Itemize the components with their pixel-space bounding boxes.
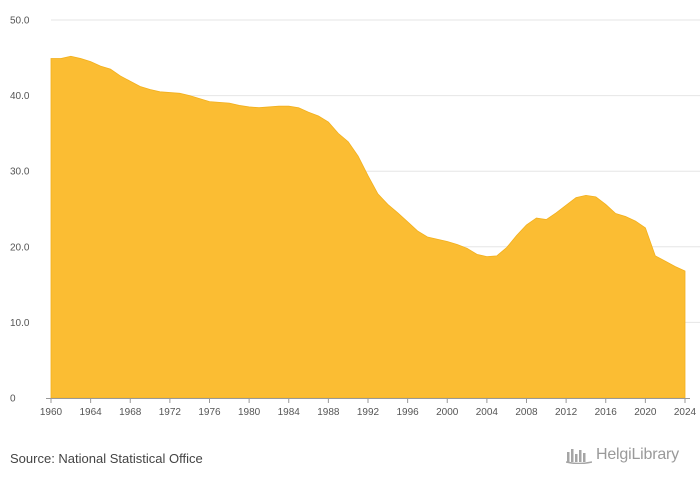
x-tick-label: 1972 bbox=[159, 407, 182, 418]
y-tick-label: 0 bbox=[10, 394, 16, 405]
y-tick-label: 20.0 bbox=[10, 242, 30, 253]
x-tick-label: 2008 bbox=[515, 407, 538, 418]
x-tick-label: 2004 bbox=[476, 407, 499, 418]
x-tick-label: 1968 bbox=[119, 407, 142, 418]
x-tick-label: 2000 bbox=[436, 407, 459, 418]
area-chart: 010.020.030.040.050.0 1960 1964 1968 1972 19… bbox=[10, 16, 700, 418]
x-tick-label: 1980 bbox=[238, 407, 261, 418]
x-tick-label: 1996 bbox=[397, 407, 420, 418]
x-axis-tick-labels: 1960 1964 1968 1972 1976 1980 1984 1988 1992 1996… bbox=[40, 407, 697, 418]
y-tick-label: 40.0 bbox=[10, 91, 30, 102]
x-tick-label: 1984 bbox=[278, 407, 301, 418]
helgi-library-logo[interactable]: HelgiLibrary bbox=[566, 446, 679, 464]
x-tick-label: 2024 bbox=[674, 407, 697, 418]
x-tick-label: 2012 bbox=[555, 407, 578, 418]
x-tick-label: 1992 bbox=[357, 407, 380, 418]
x-tick-label: 1988 bbox=[317, 407, 340, 418]
axes bbox=[46, 398, 690, 403]
x-tick-label: 2016 bbox=[595, 407, 618, 418]
x-tick-label: 1960 bbox=[40, 407, 63, 418]
x-tick-label: 1964 bbox=[80, 407, 103, 418]
x-tick-label: 1976 bbox=[198, 407, 221, 418]
y-tick-label: 30.0 bbox=[10, 167, 30, 178]
x-tick-label: 2020 bbox=[634, 407, 657, 418]
y-tick-label: 10.0 bbox=[10, 318, 30, 329]
bars-library-icon bbox=[566, 449, 592, 464]
logo-text: HelgiLibrary bbox=[596, 446, 679, 463]
source-note: Source: National Statistical Office bbox=[10, 451, 203, 466]
area-series bbox=[50, 55, 686, 399]
y-tick-label: 50.0 bbox=[10, 16, 30, 27]
area-fill bbox=[50, 55, 686, 399]
y-axis-tick-labels: 0 10.0 20.0 30.0 40.0 50.0 bbox=[10, 16, 30, 405]
